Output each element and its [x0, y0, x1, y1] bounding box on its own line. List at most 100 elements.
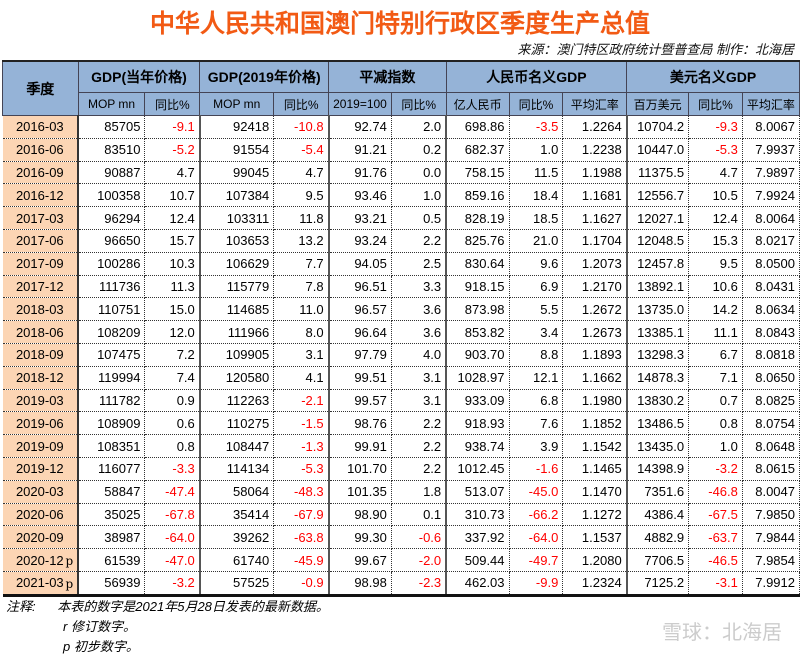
value-cell: 3.1 — [391, 366, 448, 390]
value-cell: 109905 — [199, 343, 275, 367]
value-cell: 1.2673 — [562, 320, 628, 344]
table-row: 2018-09 107475 7.2 109905 3.1 97.79 4.0 903.70 8… — [2, 343, 800, 367]
quarter-label: 2017-12 — [15, 278, 64, 294]
value-cell: -64.0 — [509, 525, 564, 550]
value-cell: -63.7 — [688, 525, 743, 550]
value-cell: 93.21 — [328, 206, 392, 230]
value-cell: 107384 — [199, 183, 275, 208]
value-cell: -67.5 — [688, 503, 743, 527]
value-cell: 1.1988 — [562, 161, 628, 185]
value-cell: -66.2 — [509, 503, 564, 527]
value-cell: -47.0 — [144, 548, 201, 572]
value-cell: 7351.6 — [626, 480, 690, 504]
value-cell: 11.0 — [273, 297, 330, 322]
value-cell: 110751 — [78, 297, 146, 322]
value-cell: 11375.5 — [626, 161, 690, 185]
quarter-cell: 2016-06 — [2, 138, 80, 162]
value-cell: 7.6 — [509, 411, 564, 436]
value-cell: 12556.7 — [626, 183, 690, 208]
value-cell: -67.8 — [144, 503, 201, 527]
value-cell: 100358 — [78, 183, 146, 208]
value-cell: 35414 — [199, 503, 275, 527]
value-cell: 8.0 — [273, 320, 330, 344]
subheader: 百万美元 — [626, 92, 690, 116]
value-cell: 100286 — [78, 252, 146, 276]
note-line: r 修订数字。 — [63, 619, 136, 634]
value-cell: -3.2 — [144, 571, 201, 596]
value-cell: 12027.1 — [626, 206, 690, 230]
quarter-cell: 2016-12 — [2, 183, 80, 208]
table-row: 2018-06 108209 12.0 111966 8.0 96.64 3.6 853.82… — [2, 320, 800, 344]
value-cell: -3.5 — [509, 115, 564, 139]
value-cell: 94.05 — [328, 252, 392, 276]
value-cell: -1.5 — [273, 411, 330, 436]
value-cell: 101.70 — [328, 457, 392, 481]
value-cell: 111782 — [78, 389, 146, 413]
value-cell: 2.2 — [391, 411, 448, 436]
value-cell: 1.2672 — [562, 297, 628, 322]
quarter-cell: 2021-03 p — [2, 571, 80, 596]
value-cell: 38987 — [78, 525, 146, 550]
value-cell: 14398.9 — [626, 457, 690, 481]
value-cell: 15.7 — [144, 229, 201, 253]
quarter-label: 2019-12 — [15, 461, 64, 477]
quarter-cell: 2018-09 — [2, 343, 80, 367]
value-cell: 111966 — [199, 320, 275, 344]
value-cell: 0.0 — [391, 161, 448, 185]
value-cell: 39262 — [199, 525, 275, 550]
quarter-cell: 2016-09 — [2, 161, 80, 185]
value-cell: 4.7 — [144, 161, 201, 185]
quarter-label: 2016-09 — [15, 164, 64, 180]
value-cell: 3.3 — [391, 275, 448, 299]
header-group: 人民币名义GDP — [445, 60, 628, 93]
value-cell: 56939 — [78, 571, 146, 596]
table-row: 2016-06 83510 -5.2 91554 -5.4 91.21 0.2 682.37 1… — [2, 138, 800, 162]
value-cell: 98.76 — [328, 411, 392, 436]
value-cell: 7.7 — [273, 252, 330, 276]
value-cell: 7.9854 — [742, 548, 800, 572]
value-cell: 18.5 — [509, 206, 564, 230]
value-cell: 107475 — [78, 343, 146, 367]
value-cell: 7.9937 — [742, 138, 800, 162]
value-cell: 4.0 — [391, 343, 448, 367]
value-cell: 91554 — [199, 138, 275, 162]
value-cell: 830.64 — [446, 252, 510, 276]
value-cell: -3.1 — [688, 571, 743, 596]
value-cell: 8.0500 — [742, 252, 800, 276]
value-cell: 0.9 — [144, 389, 201, 413]
value-cell: -5.4 — [273, 138, 330, 162]
quarter-label: 2020-06 — [15, 506, 64, 522]
value-cell: 12457.8 — [626, 252, 690, 276]
quarter-cell: 2020-09 — [2, 525, 80, 550]
header-group: 美元名义GDP — [626, 60, 800, 93]
value-cell: 8.0431 — [742, 275, 800, 299]
table-row: 2017-09 100286 10.3 106629 7.7 94.05 2.5 830.64… — [2, 252, 800, 276]
value-cell: 2.2 — [391, 229, 448, 253]
table-row: 2016-03 85705 -9.1 92418 -10.8 92.74 2.0 698.86… — [2, 115, 800, 139]
value-cell: 92.74 — [328, 115, 392, 139]
quarter-label: 2018-03 — [15, 301, 64, 317]
value-cell: 13435.0 — [626, 434, 690, 458]
value-cell: 7.4 — [144, 366, 201, 390]
notes: 注释: 本表的数字是2021年5月28日发表的最新数据。 r 修订数字。 p 初… — [6, 597, 329, 657]
value-cell: 99.51 — [328, 366, 392, 390]
value-cell: 7706.5 — [626, 548, 690, 572]
value-cell: -64.0 — [144, 525, 201, 550]
value-cell: 8.0825 — [742, 389, 800, 413]
table-row: 2018-12 119994 7.4 120580 4.1 99.51 3.1 1028.97… — [2, 366, 800, 390]
value-cell: -5.3 — [273, 457, 330, 481]
value-cell: 0.8 — [688, 411, 743, 436]
quarter-cell: 2017-12 — [2, 275, 80, 299]
value-cell: 58847 — [78, 480, 146, 504]
value-cell: 8.0648 — [742, 434, 800, 458]
value-cell: 106629 — [199, 252, 275, 276]
value-cell: 13830.2 — [626, 389, 690, 413]
value-cell: 1.0 — [391, 183, 448, 208]
header-group: 平减指数 — [328, 60, 447, 93]
value-cell: 0.2 — [391, 138, 448, 162]
value-cell: 11.1 — [688, 320, 743, 344]
value-cell: 18.4 — [509, 183, 564, 208]
value-cell: 108209 — [78, 320, 146, 344]
value-cell: 13298.3 — [626, 343, 690, 367]
quarter-label: 2020-12 — [15, 552, 64, 568]
